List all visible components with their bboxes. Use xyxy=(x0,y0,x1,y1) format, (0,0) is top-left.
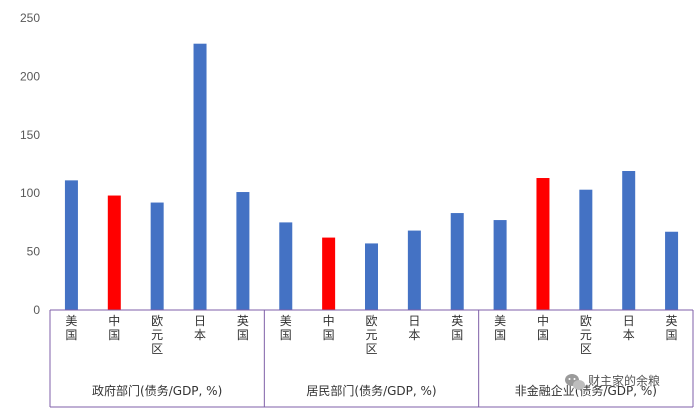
group-label: 非金融企业(债务/GDP, %) xyxy=(515,383,657,398)
category-label: 日本 xyxy=(623,314,635,342)
wechat-icon xyxy=(565,374,585,390)
category-label: 英国 xyxy=(451,314,463,342)
bar xyxy=(64,180,78,310)
group-label: 居民部门(债务/GDP, %) xyxy=(306,383,436,398)
category-label: 欧元区 xyxy=(365,314,377,356)
category-label: 欧元区 xyxy=(151,314,163,356)
y-tick-label: 50 xyxy=(27,245,41,259)
category-label: 中国 xyxy=(108,313,120,342)
category-label: 日本 xyxy=(194,314,206,342)
bar xyxy=(150,202,164,310)
y-tick-label: 100 xyxy=(20,186,40,200)
bar xyxy=(193,43,207,311)
watermark: 财主家的余粮 xyxy=(565,373,660,390)
category-label: 美国 xyxy=(280,314,292,342)
bar xyxy=(107,195,121,310)
bars xyxy=(64,43,679,311)
bar xyxy=(665,231,679,310)
bar xyxy=(622,171,636,310)
bar xyxy=(236,192,250,310)
category-label: 美国 xyxy=(65,314,77,342)
bar xyxy=(322,237,336,310)
bar xyxy=(579,189,593,310)
category-label: 日本 xyxy=(408,314,420,342)
category-label: 英国 xyxy=(666,314,678,342)
category-label: 中国 xyxy=(537,313,549,342)
y-tick-label: 200 xyxy=(20,69,40,83)
watermark-text: 财主家的余粮 xyxy=(588,373,660,388)
bar xyxy=(365,243,378,310)
bar xyxy=(493,220,507,310)
y-tick-label: 150 xyxy=(20,128,40,142)
y-tick-label: 0 xyxy=(33,303,40,317)
category-label: 欧元区 xyxy=(580,314,592,356)
y-tick-label: 250 xyxy=(20,11,40,25)
bar xyxy=(450,213,464,310)
category-label: 美国 xyxy=(494,314,506,342)
y-axis: 0 50 100 150 200 250 xyxy=(20,11,40,317)
bar xyxy=(407,230,421,310)
bar xyxy=(536,178,550,310)
category-label: 英国 xyxy=(237,314,249,342)
group-label: 政府部门(债务/GDP, %) xyxy=(92,383,222,398)
bar xyxy=(279,222,293,310)
category-label: 中国 xyxy=(323,313,335,342)
